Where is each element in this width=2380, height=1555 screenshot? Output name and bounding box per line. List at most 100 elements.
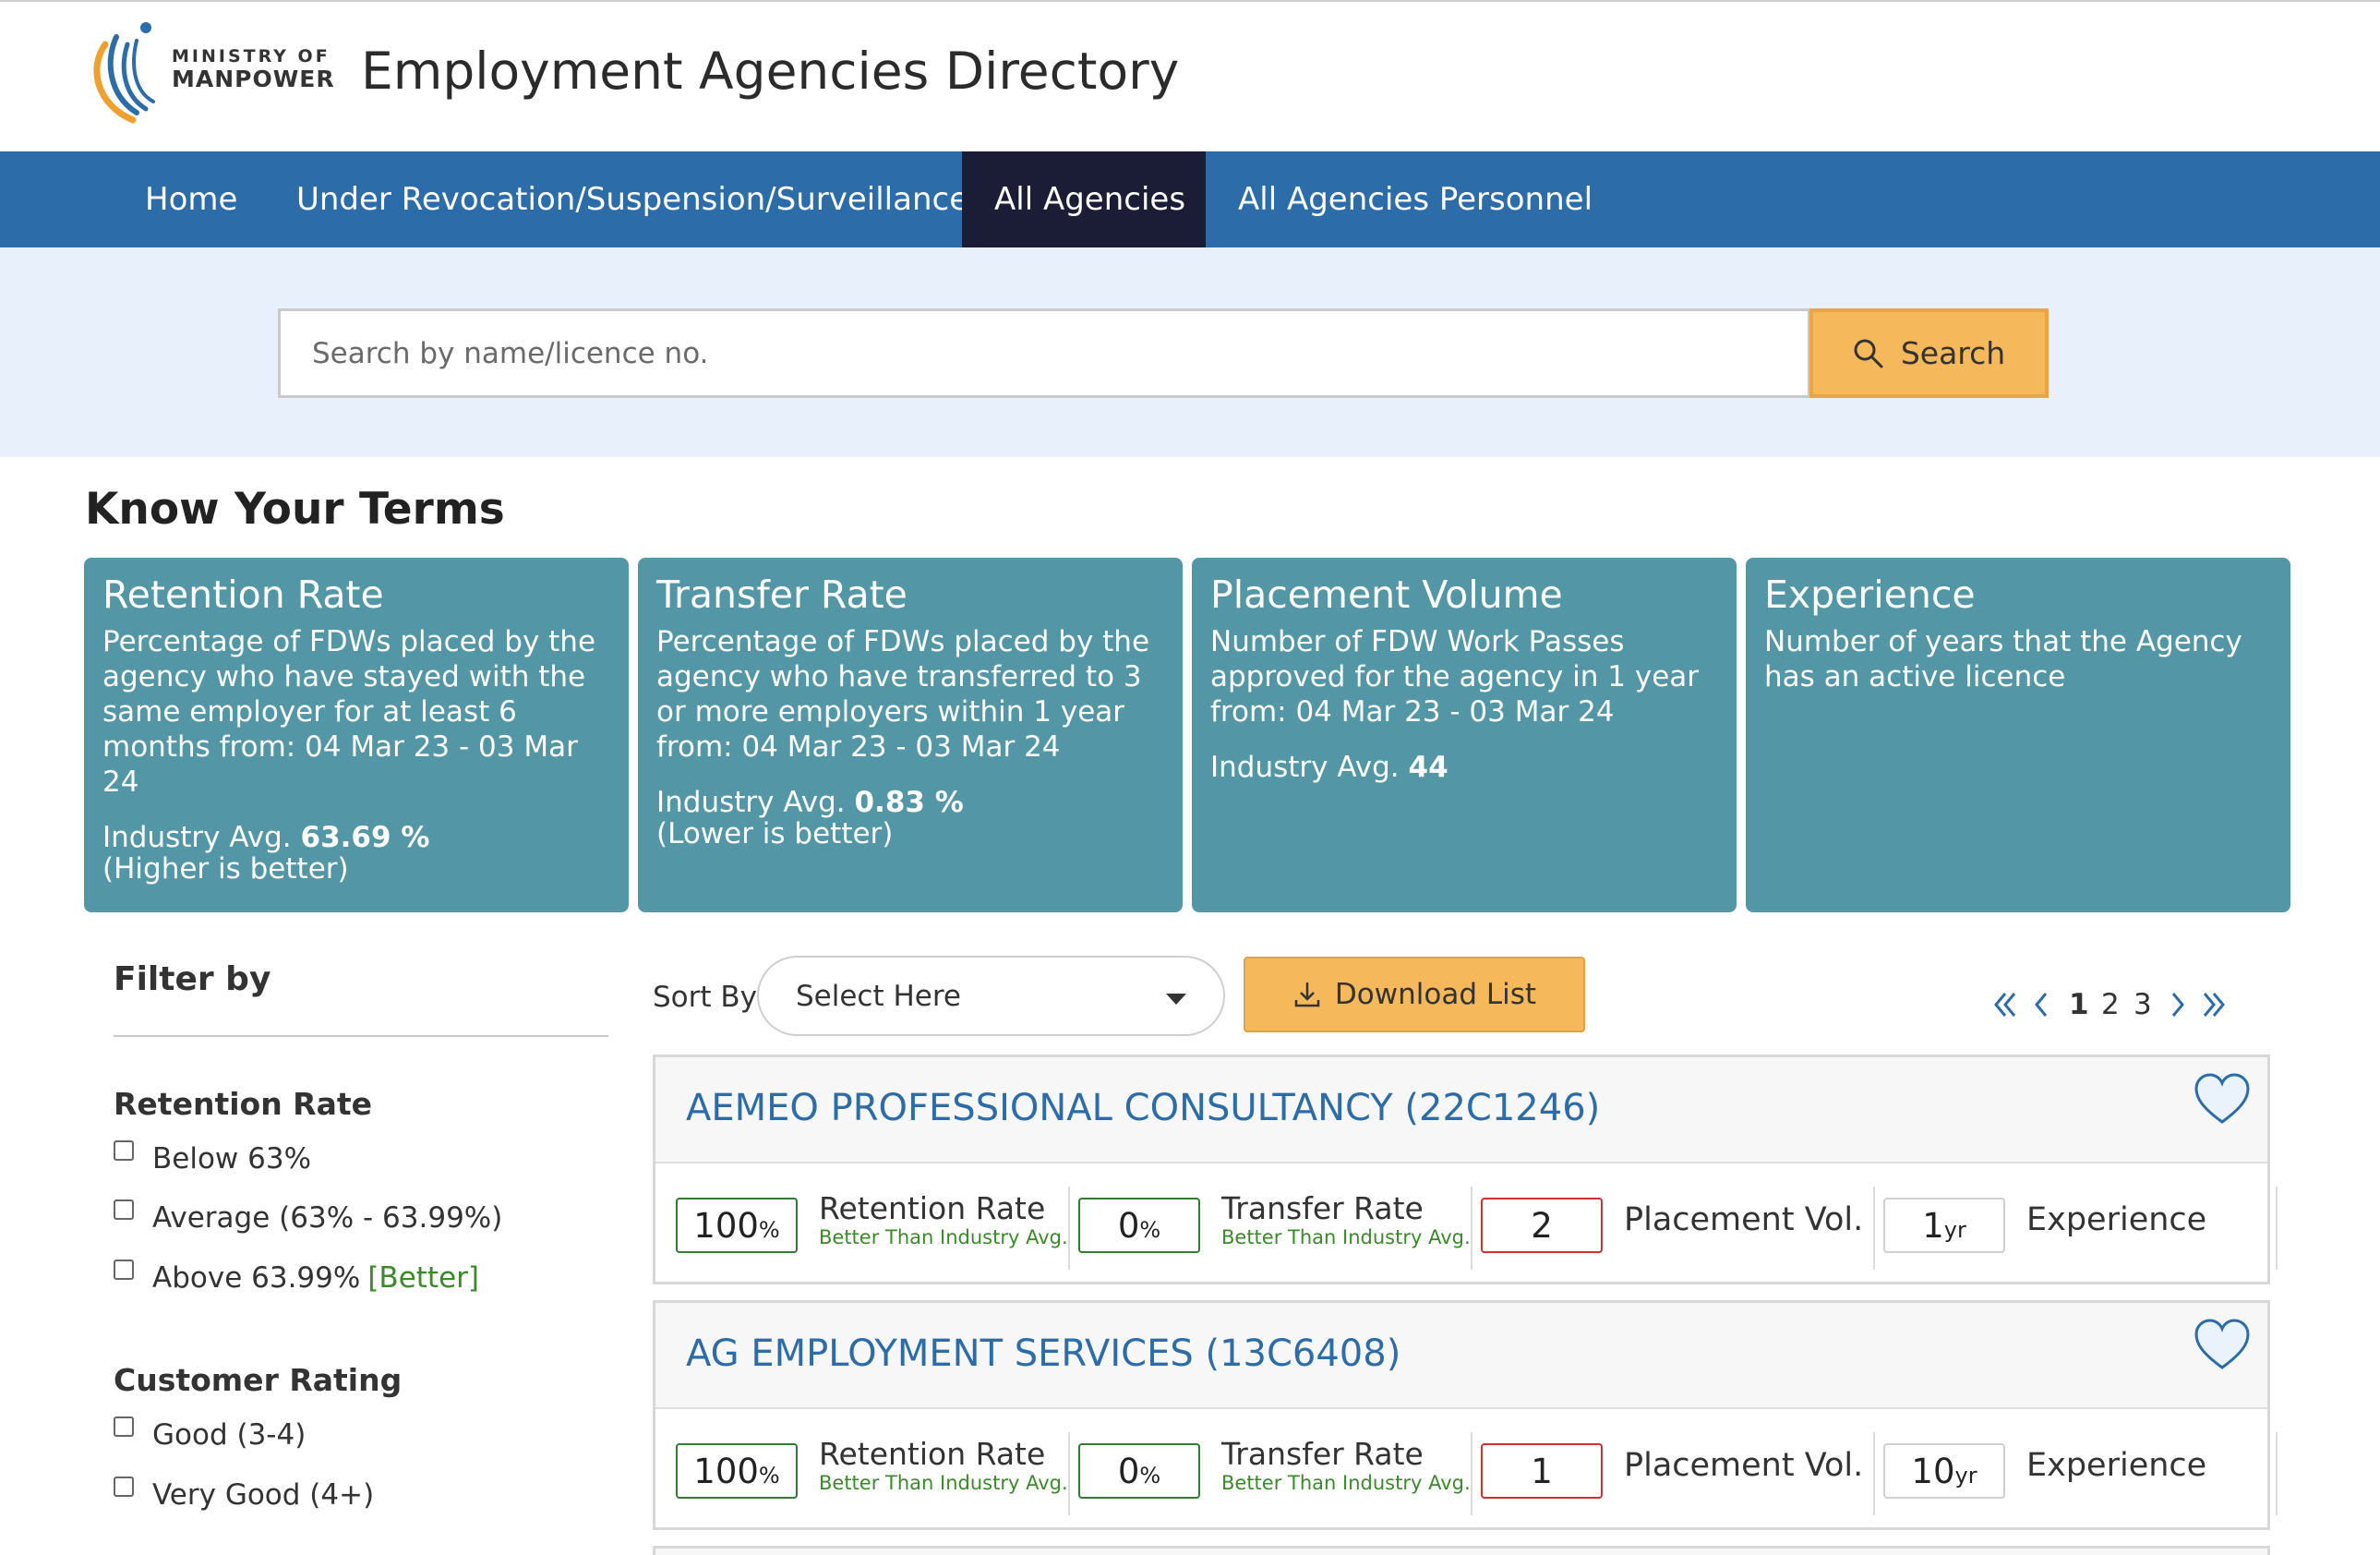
logo-wordmark: MINISTRY OF MANPOWER (172, 46, 335, 92)
agency-name-link[interactable]: AEMEO PROFESSIONAL CONSULTANCY (22C1246) (686, 1087, 1601, 1129)
metric-value: 100 (693, 1205, 759, 1246)
site-header: MINISTRY OF MANPOWER Employment Agencies… (0, 2, 2380, 151)
checkbox[interactable] (114, 1416, 134, 1437)
nav-item-under-revocation[interactable]: Under Revocation/Suspension/Surveillance (296, 181, 969, 218)
metric-divider (2276, 1432, 2278, 1515)
metric-label: Transfer Rate (1221, 1190, 1424, 1226)
metric-value-box: 2 (1481, 1198, 1603, 1253)
term-avg-value: 44 (1408, 751, 1448, 784)
checkbox[interactable] (114, 1477, 134, 1497)
heart-icon[interactable] (2193, 1072, 2252, 1127)
metric-label: Placement Vol. (1624, 1201, 1864, 1238)
metric-unit: % (758, 1217, 780, 1243)
metric-divider (1068, 1187, 1070, 1270)
download-list-button[interactable]: Download List (1244, 957, 1585, 1032)
metric-value: 100 (693, 1451, 759, 1491)
checkbox[interactable] (114, 1260, 134, 1280)
sort-select[interactable]: Select Here (757, 956, 1225, 1036)
metric-value: 2 (1531, 1205, 1553, 1246)
metric-value-box: 100% (676, 1443, 798, 1499)
filter-divider (114, 1035, 608, 1037)
filter-option-above[interactable]: Above 63.99% [Better] (114, 1258, 479, 1298)
term-avg-label: Industry Avg. (656, 786, 855, 819)
term-desc: Number of FDW Work Passes approved for t… (1210, 625, 1700, 729)
filter-option-below[interactable]: Below 63% (114, 1139, 311, 1179)
metric-value-box: 0% (1078, 1443, 1200, 1499)
better-tag: [Better] (367, 1261, 479, 1295)
term-avg: Industry Avg. 44 (1210, 752, 1718, 783)
metric-value: 10 (1911, 1451, 1955, 1491)
term-desc: Number of years that the Agency has an a… (1764, 625, 2242, 693)
search-button[interactable]: Search (1809, 308, 2049, 398)
metric-divider (2276, 1187, 2278, 1270)
term-avg: Industry Avg. 63.69 % (Higher is better) (102, 822, 610, 885)
metric-value-box: 10 yr (1883, 1443, 2005, 1499)
last-page-icon[interactable] (2199, 986, 2229, 1023)
main-nav: Home Under Revocation/Suspension/Surveil… (0, 151, 2380, 247)
filter-option-good[interactable]: Good (3-4) (114, 1415, 306, 1455)
top-border (0, 0, 2380, 2)
page-1[interactable]: 1 (2069, 988, 2089, 1021)
filter-title: Filter by (114, 960, 271, 998)
filter-option-average[interactable]: Average (63% - 63.99%) (114, 1198, 502, 1238)
checkbox[interactable] (114, 1140, 134, 1161)
metric-divider (1471, 1187, 1472, 1270)
filter-option-label: Average (63% - 63.99%) (152, 1201, 503, 1235)
metric-value-box: 1 yr (1883, 1198, 2005, 1253)
search-input[interactable] (278, 308, 1810, 398)
term-card-experience: Experience Number of years that the Agen… (1746, 558, 2290, 912)
heart-icon[interactable] (2193, 1318, 2252, 1373)
mom-logo-icon[interactable] (79, 17, 329, 137)
agency-card-header: AG EMPLOYMENT SERVICES (13C6408) (655, 1303, 2267, 1409)
term-avg-label: Industry Avg. (1210, 751, 1409, 784)
checkbox[interactable] (114, 1199, 134, 1220)
metric-unit: yr (1943, 1217, 1966, 1243)
filter-option-label: Below 63% (152, 1142, 312, 1175)
agency-name-link[interactable]: AG EMPLOYMENT SERVICES (13C6408) (686, 1332, 1401, 1375)
term-title: Experience (1764, 573, 1976, 617)
metric-label: Retention Rate (819, 1436, 1046, 1472)
term-note: (Higher is better) (102, 852, 349, 886)
agency-card: AG EMPLOYMENT SERVICES (13C6408) 100% Re… (653, 1300, 2278, 1530)
metric-divider (1068, 1432, 1070, 1515)
metric-label: Placement Vol. (1624, 1447, 1864, 1484)
agency-card-partial (653, 1546, 2270, 1555)
term-title: Placement Volume (1210, 573, 1563, 617)
page-3[interactable]: 3 (2134, 988, 2152, 1021)
metric-divider (1873, 1187, 1875, 1270)
nav-item-home[interactable]: Home (145, 181, 238, 218)
sort-select-value: Select Here (796, 979, 962, 1013)
download-icon (1294, 982, 1320, 1007)
term-title: Transfer Rate (656, 573, 908, 617)
search-button-label: Search (1900, 335, 2006, 371)
filter-option-very-good[interactable]: Very Good (4+) (114, 1475, 374, 1515)
nav-item-all-agencies-personnel[interactable]: All Agencies Personnel (1238, 181, 1593, 218)
agency-card: AEMEO PROFESSIONAL CONSULTANCY (22C1246)… (653, 1055, 2278, 1284)
page-2[interactable]: 2 (2101, 988, 2120, 1021)
prev-page-icon[interactable] (2027, 986, 2057, 1023)
term-card-retention: Retention Rate Percentage of FDWs placed… (84, 558, 629, 912)
first-page-icon[interactable] (1990, 986, 2020, 1023)
metric-sub: Better Than Industry Avg. (1221, 1226, 1471, 1248)
download-list-label: Download List (1334, 978, 1537, 1011)
metric-value: 0 (1117, 1205, 1140, 1246)
term-title: Retention Rate (102, 573, 384, 617)
metric-sub: Better Than Industry Avg. (819, 1472, 1068, 1494)
sort-label: Sort By (653, 981, 758, 1014)
logo-line2: MANPOWER (172, 66, 335, 92)
caret-down-icon (1166, 993, 1186, 1005)
metric-unit: yr (1954, 1463, 1977, 1489)
metric-sub: Better Than Industry Avg. (1221, 1472, 1471, 1494)
metric-unit: % (1139, 1463, 1161, 1489)
metric-label: Transfer Rate (1221, 1436, 1424, 1472)
term-card-placement: Placement Volume Number of FDW Work Pass… (1192, 558, 1737, 912)
metric-value-box: 1 (1481, 1443, 1603, 1499)
nav-item-all-agencies[interactable]: All Agencies (962, 151, 1206, 247)
metric-divider (1873, 1432, 1875, 1515)
filter-option-label: Very Good (4+) (152, 1478, 375, 1512)
metric-sub: Better Than Industry Avg. (819, 1226, 1068, 1248)
next-page-icon[interactable] (2162, 986, 2192, 1023)
term-desc: Percentage of FDWs placed by the agency … (102, 625, 596, 799)
term-avg-value: 0.83 % (854, 786, 964, 819)
section-title: Know Your Terms (85, 484, 505, 535)
